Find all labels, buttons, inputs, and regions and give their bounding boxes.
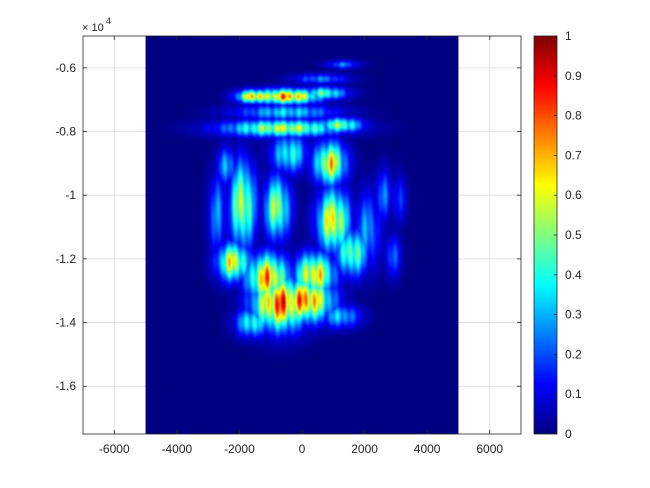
colorbar-tick-label: 0.9 [565,69,582,83]
y-tick-label: -1 [65,188,76,202]
x-tick-label: 4000 [414,442,441,456]
x-tick-label: -4000 [162,442,193,456]
colorbar-tick-label: 0.1 [565,387,582,401]
colorbar-tick-label: 0.5 [565,228,582,242]
y-tick-label: -1.6 [55,379,76,393]
colorbar-tick-label: 1 [565,29,572,43]
colorbar-tick-label: 0.4 [565,268,582,282]
y-tick-label: -1.2 [55,252,76,266]
x-tick-label: 0 [299,442,306,456]
colorbar-tick-label: 0.6 [565,188,582,202]
x-tick-label: 6000 [476,442,503,456]
colorbar-tick-label: 0.8 [565,109,582,123]
y-exponent-base: × 10 [82,22,104,34]
colorbar-tick-label: 0.2 [565,347,582,361]
y-tick-label: -1.4 [55,316,76,330]
heatmap-image [145,36,459,434]
colorbar [534,36,557,434]
y-exponent-power: 4 [106,16,111,26]
colorbar-ticks: 0 0.1 0.2 0.3 0.4 0.5 0.6 0.7 0.8 0.9 1 [554,29,582,441]
x-tick-label: -6000 [99,442,130,456]
colorbar-tick-label: 0.3 [565,308,582,322]
y-tick-label: -0.6 [55,61,76,75]
y-axis-ticks: -1.6 -1.4 -1.2 -1 -0.8 -0.6 [55,61,521,393]
x-tick-label: -2000 [224,442,255,456]
colorbar-tick-label: 0.7 [565,148,582,162]
x-tick-label: 2000 [351,442,378,456]
x-axis-ticks: -6000 -4000 -2000 0 2000 4000 6000 [99,36,503,456]
colorbar-tick-label: 0 [565,427,572,441]
y-tick-label: -0.8 [55,125,76,139]
